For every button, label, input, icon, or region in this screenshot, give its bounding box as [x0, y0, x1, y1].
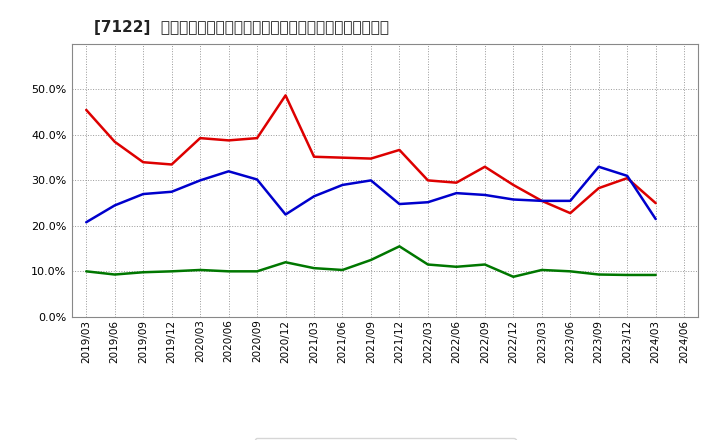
在庫: [452, 191, 461, 196]
買入債務: [652, 272, 660, 278]
買入債務: [480, 262, 489, 267]
在庫: [338, 182, 347, 187]
在庫: [82, 220, 91, 225]
売上債権: [82, 107, 91, 113]
売上債権: [282, 93, 290, 98]
買入債務: [623, 272, 631, 278]
売上債権: [253, 136, 261, 141]
在庫: [652, 216, 660, 222]
売上債権: [652, 201, 660, 206]
売上債権: [595, 186, 603, 191]
Line: 売上債権: 売上債権: [86, 95, 656, 213]
買入債務: [196, 268, 204, 273]
売上債権: [509, 182, 518, 187]
在庫: [253, 177, 261, 182]
買入債務: [595, 272, 603, 277]
買入債務: [338, 268, 347, 273]
売上債権: [338, 155, 347, 160]
売上債権: [110, 139, 119, 144]
売上債権: [225, 138, 233, 143]
買入債務: [282, 260, 290, 265]
買入債務: [310, 265, 318, 271]
在庫: [480, 192, 489, 198]
買入債務: [452, 264, 461, 269]
買入債務: [253, 269, 261, 274]
在庫: [310, 194, 318, 199]
在庫: [395, 202, 404, 207]
Legend: 売上債権, 在庫, 買入債務: 売上債権, 在庫, 買入債務: [255, 438, 516, 440]
在庫: [623, 173, 631, 179]
Text: [7122]  売上債権、在庫、買入債務の総資産に対する比率の推移: [7122] 売上債権、在庫、買入債務の総資産に対する比率の推移: [94, 20, 389, 35]
在庫: [509, 197, 518, 202]
在庫: [110, 203, 119, 208]
買入債務: [110, 272, 119, 277]
買入債務: [366, 257, 375, 263]
在庫: [282, 212, 290, 217]
在庫: [537, 198, 546, 203]
売上債権: [167, 162, 176, 167]
買入債務: [566, 269, 575, 274]
在庫: [366, 178, 375, 183]
買入債務: [423, 262, 432, 267]
買入債務: [395, 244, 404, 249]
売上債権: [537, 198, 546, 203]
在庫: [225, 169, 233, 174]
売上債権: [423, 178, 432, 183]
買入債務: [167, 269, 176, 274]
在庫: [595, 164, 603, 169]
買入債務: [139, 270, 148, 275]
売上債権: [139, 160, 148, 165]
売上債権: [395, 147, 404, 153]
在庫: [167, 189, 176, 194]
売上債権: [310, 154, 318, 159]
売上債権: [566, 210, 575, 216]
売上債権: [366, 156, 375, 161]
在庫: [196, 178, 204, 183]
買入債務: [82, 269, 91, 274]
Line: 買入債務: 買入債務: [86, 246, 656, 277]
Line: 在庫: 在庫: [86, 167, 656, 222]
売上債権: [196, 136, 204, 141]
買入債務: [225, 269, 233, 274]
在庫: [423, 200, 432, 205]
買入債務: [537, 268, 546, 273]
売上債権: [452, 180, 461, 185]
買入債務: [509, 274, 518, 279]
在庫: [139, 191, 148, 197]
売上債権: [480, 164, 489, 169]
在庫: [566, 198, 575, 203]
売上債権: [623, 176, 631, 181]
